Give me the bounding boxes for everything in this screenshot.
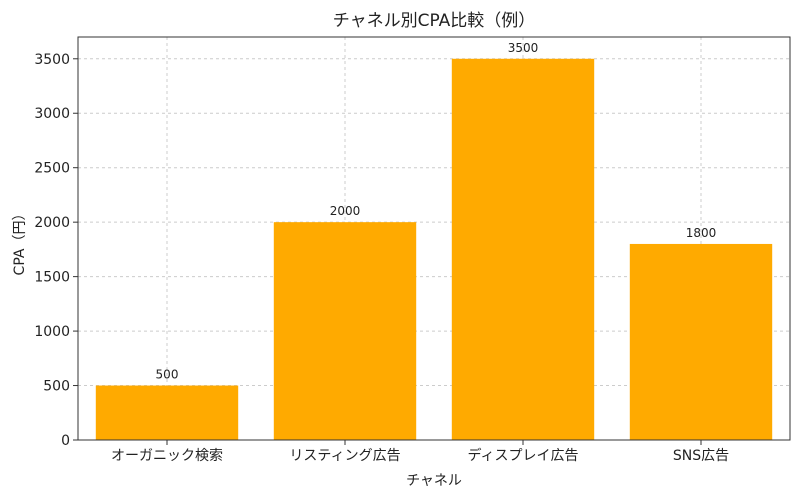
y-tick-label: 2500 [34,161,70,177]
bar [451,58,595,440]
y-tick-label: 0 [61,433,70,449]
bar [273,222,417,440]
y-tick-label: 3500 [34,52,70,68]
data-label: 500 [156,368,179,382]
bars-layer [95,58,773,440]
y-tick-label: 1000 [34,324,70,340]
bar [629,243,773,440]
x-tick-label: SNS広告 [673,448,729,464]
x-tick-label: ディスプレイ広告 [467,447,578,464]
bar [95,385,239,440]
x-tick-label: リスティング広告 [289,448,400,464]
axes-layer: 0 500 1000 1500 2000 2500 3000 3500 オーガニック検索 リスティ… [34,36,791,464]
data-label: 1800 [686,226,717,240]
y-tick-label: 1500 [34,270,70,286]
y-tick-label: 500 [43,379,70,395]
x-axis-label: チャネル [406,473,462,489]
x-tick-label: オーガニック検索 [111,447,223,464]
data-label: 3500 [508,41,539,55]
data-label: 2000 [330,204,361,218]
labels-layer: 500 2000 3500 1800 [156,41,717,382]
chart-title: チャネル別CPA比較（例） [333,11,536,31]
y-axis-label: CPA（円） [12,207,28,276]
y-tick-label: 3000 [34,106,70,122]
y-tick-label: 2000 [34,215,70,231]
plot-frame [77,36,791,441]
